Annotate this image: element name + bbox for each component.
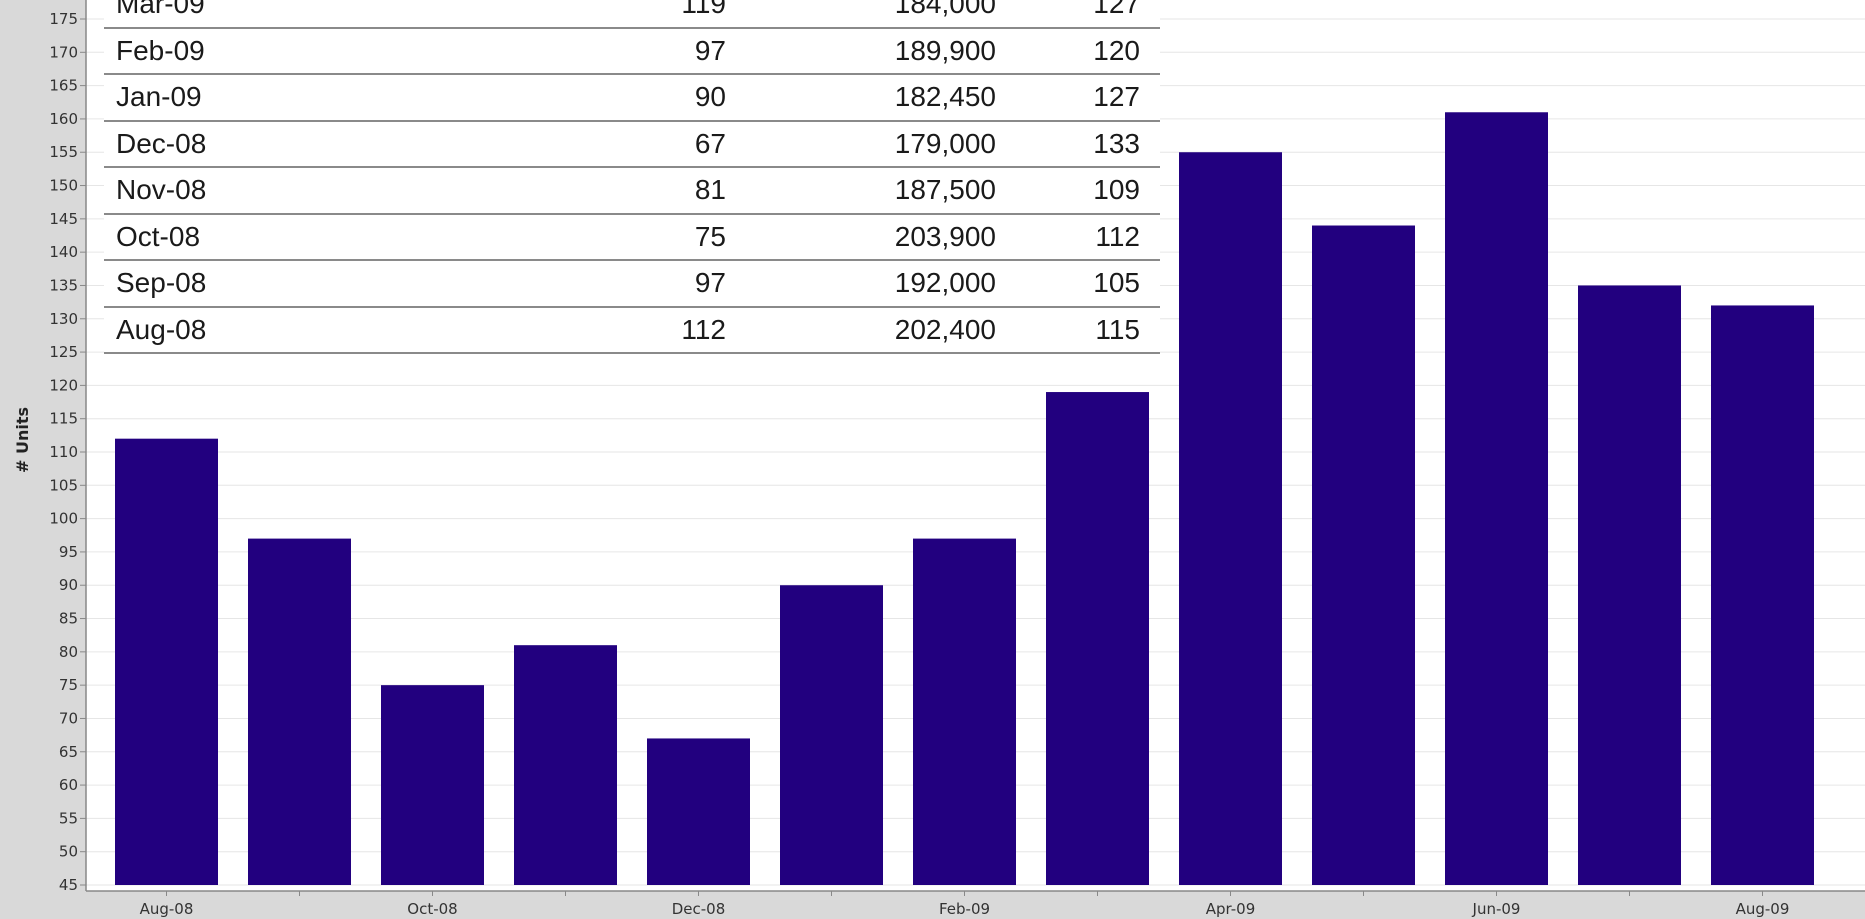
- table-row: Nov-08 81 187,500 109: [104, 167, 1160, 215]
- bar: [115, 438, 218, 885]
- y-tick-label: 165: [49, 77, 78, 95]
- table-cell-dom: 109: [996, 167, 1160, 215]
- bar: [913, 538, 1016, 885]
- bar: [780, 585, 883, 885]
- bar: [647, 738, 750, 885]
- x-tick-label: Aug-09: [1736, 900, 1790, 918]
- table-row: Aug-08 112 202,400 115: [104, 306, 1160, 354]
- table-cell-units: 67: [456, 120, 726, 168]
- y-tick-label: 120: [49, 376, 78, 394]
- y-tick-label: 125: [49, 343, 78, 361]
- y-tick-label: 70: [59, 709, 78, 727]
- table-row: Mar-09 119 184,000 127: [104, 0, 1160, 29]
- x-tick-label: Apr-09: [1206, 900, 1256, 918]
- table-cell-units: 97: [456, 260, 726, 308]
- table-cell-month: Oct-08: [104, 213, 456, 261]
- table-cell-dom: 115: [996, 306, 1160, 354]
- table-cell-price: 203,900: [726, 213, 996, 261]
- bars: [115, 112, 1814, 885]
- y-axis-label: # Units: [13, 407, 32, 473]
- bar: [1179, 152, 1282, 885]
- table-cell-units: 90: [456, 74, 726, 122]
- table-cell-dom: 105: [996, 260, 1160, 308]
- y-tick-label: 135: [49, 276, 78, 294]
- x-tick-label: Dec-08: [672, 900, 726, 918]
- table-cell-month: Nov-08: [104, 167, 456, 215]
- table-body: Mar-09 119 184,000 127 Feb-09 97 189,900 120 Jan…: [104, 0, 1160, 354]
- y-tick-label: 80: [59, 643, 78, 661]
- table-cell-dom: 127: [996, 74, 1160, 122]
- y-tick-label: 45: [59, 876, 78, 894]
- table-row: Oct-08 75 203,900 112: [104, 213, 1160, 261]
- y-tick-label: 155: [49, 143, 78, 161]
- bar: [1312, 225, 1415, 885]
- y-tick-label: 75: [59, 676, 78, 694]
- y-tick-label: 100: [49, 510, 78, 528]
- bar: [1578, 285, 1681, 885]
- y-tick-label: 115: [49, 410, 78, 428]
- y-axis-ticks: 45 50 55 60 65 70 75 80 85 90 95 100 105 110 115 120 125…: [49, 10, 86, 894]
- table-cell-month: Feb-09: [104, 27, 456, 75]
- x-tick-label: Oct-08: [407, 900, 457, 918]
- table-cell-units: 119: [456, 0, 726, 29]
- x-tick-label: Jun-09: [1472, 900, 1521, 918]
- table-cell-dom: 120: [996, 27, 1160, 75]
- table-cell-month: Aug-08: [104, 306, 456, 354]
- y-tick-label: 90: [59, 576, 78, 594]
- y-tick-label: 95: [59, 543, 78, 561]
- table-row: Sep-08 97 192,000 105: [104, 260, 1160, 308]
- table-cell-units: 97: [456, 27, 726, 75]
- x-axis-ticks: Aug-08 Oct-08 Dec-08 Feb-09 Apr-09 Jun-09 Aug-…: [140, 891, 1790, 918]
- table-cell-price: 192,000: [726, 260, 996, 308]
- bar: [1445, 112, 1548, 885]
- table-cell-dom: 127: [996, 0, 1160, 29]
- bar: [514, 645, 617, 885]
- y-tick-label: 85: [59, 610, 78, 628]
- y-tick-label: 140: [49, 243, 78, 261]
- bar: [381, 685, 484, 885]
- table-cell-price: 189,900: [726, 27, 996, 75]
- bar: [248, 538, 351, 885]
- table-cell-units: 75: [456, 213, 726, 261]
- table-cell-month: Mar-09: [104, 0, 456, 29]
- bar: [1711, 305, 1814, 885]
- data-table: Mar-09 119 184,000 127 Feb-09 97 189,900 120 Jan…: [104, 0, 1160, 354]
- y-tick-label: 130: [49, 310, 78, 328]
- table-cell-units: 81: [456, 167, 726, 215]
- table-cell-price: 179,000: [726, 120, 996, 168]
- table-cell-units: 112: [456, 306, 726, 354]
- y-tick-label: 55: [59, 809, 78, 827]
- table-cell-price: 184,000: [726, 0, 996, 29]
- y-tick-label: 105: [49, 476, 78, 494]
- y-tick-label: 65: [59, 743, 78, 761]
- table-cell-dom: 112: [996, 213, 1160, 261]
- x-tick-label: Feb-09: [939, 900, 990, 918]
- table-cell-month: Sep-08: [104, 260, 456, 308]
- table-cell-dom: 133: [996, 120, 1160, 168]
- y-tick-label: 110: [49, 443, 78, 461]
- y-tick-label: 175: [49, 10, 78, 28]
- y-tick-label: 160: [49, 110, 78, 128]
- table-row: Feb-09 97 189,900 120: [104, 27, 1160, 75]
- y-tick-label: 145: [49, 210, 78, 228]
- bar: [1046, 392, 1149, 885]
- table-row: Jan-09 90 182,450 127: [104, 74, 1160, 122]
- y-tick-label: 60: [59, 776, 78, 794]
- table-cell-month: Dec-08: [104, 120, 456, 168]
- table-cell-price: 187,500: [726, 167, 996, 215]
- table-cell-price: 182,450: [726, 74, 996, 122]
- table-cell-price: 202,400: [726, 306, 996, 354]
- y-tick-label: 150: [49, 177, 78, 195]
- y-tick-label: 170: [49, 43, 78, 61]
- table-cell-month: Jan-09: [104, 74, 456, 122]
- table-row: Dec-08 67 179,000 133: [104, 120, 1160, 168]
- x-tick-label: Aug-08: [140, 900, 194, 918]
- y-tick-label: 50: [59, 843, 78, 861]
